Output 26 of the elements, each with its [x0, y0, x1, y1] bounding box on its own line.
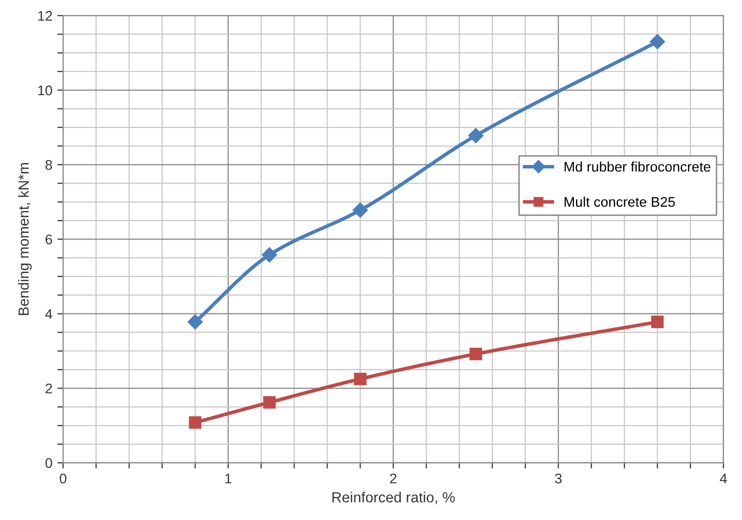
y-tick-label: 10 [38, 85, 52, 96]
point [650, 34, 665, 50]
y-tick-label: 12 [38, 10, 52, 21]
x-tick-label: 4 [720, 474, 727, 484]
y-tick-label: 8 [46, 160, 52, 170]
x-tick-label: 1 [225, 474, 232, 484]
point [263, 396, 276, 409]
y-tick-label: 0 [45, 458, 52, 468]
point [354, 372, 366, 386]
y-axis-title: Bending moment, kN*m [18, 163, 32, 315]
point [468, 128, 484, 144]
point [651, 316, 664, 328]
x-axis-title: Reinforced ratio, % [332, 492, 455, 504]
point [188, 314, 203, 330]
y-tick-label: 6 [46, 234, 52, 244]
y-tick-label: 4 [45, 309, 52, 319]
x-tick-label: 0 [60, 474, 66, 484]
point [262, 247, 278, 262]
point [188, 416, 202, 429]
y-tick-label: 2 [46, 384, 52, 394]
legend-label: Mult concrete B25 [564, 196, 675, 207]
x-tick-label: 3 [555, 474, 562, 484]
x-tick-label: 2 [390, 474, 396, 484]
legend-label: Md rubber fibroconcrete [564, 161, 710, 172]
point [352, 202, 368, 218]
point [470, 348, 482, 360]
